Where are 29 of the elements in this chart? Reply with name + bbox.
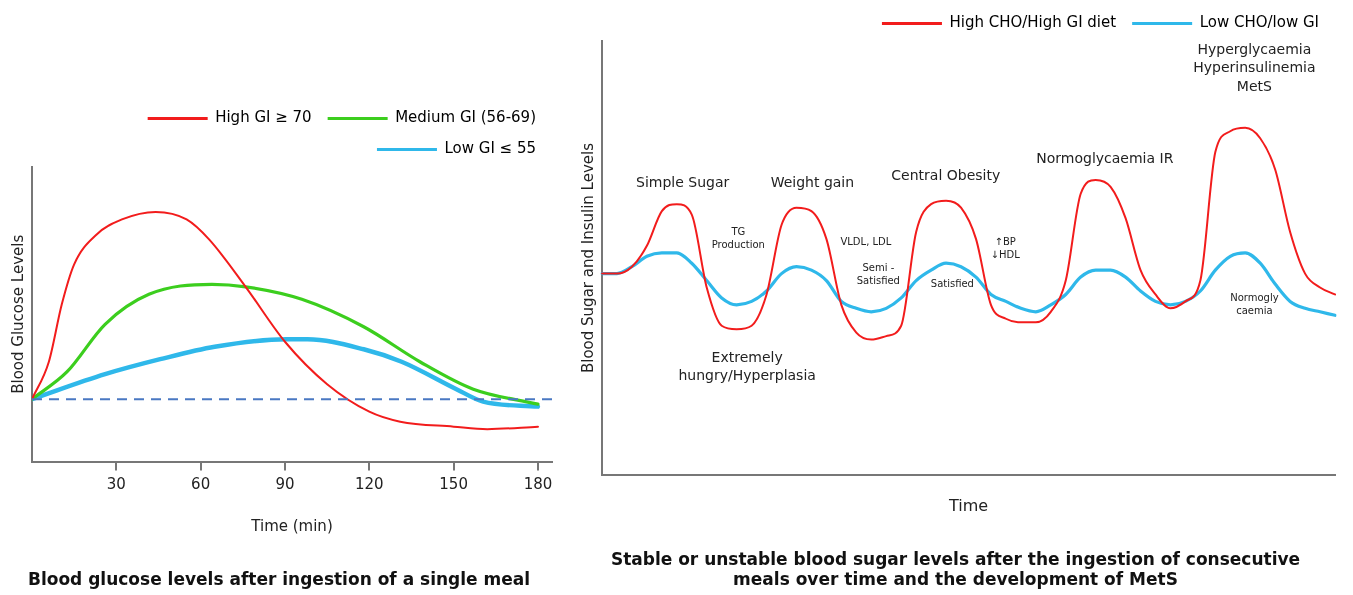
x-axis-title: Time bbox=[947, 495, 989, 515]
x-axis-title: Time (min) bbox=[250, 517, 333, 536]
x-tick-label: 120 bbox=[354, 475, 384, 494]
text: Stable or unstable blood sugar levels after the ingestion of consecutive meals over time and the development of MetS bbox=[610, 548, 1301, 590]
legend-label: High CHO/High GI diet bbox=[949, 13, 1117, 32]
annotation: TG Production bbox=[711, 226, 765, 250]
legend-label: Low GI ≤ 55 bbox=[444, 139, 536, 158]
annotation: Central Obesity bbox=[891, 167, 1001, 184]
y-axis-title: Blood Sugar and Insulin Levels bbox=[578, 142, 597, 374]
legend-label: Medium GI (56-69) bbox=[395, 108, 537, 127]
x-tick-label: 30 bbox=[106, 475, 126, 494]
x-tick-label: 60 bbox=[191, 475, 211, 494]
legend-label: Low CHO/low GI bbox=[1199, 13, 1320, 32]
legend-label: High GI ≥ 70 bbox=[215, 108, 312, 127]
x-tick-label: 90 bbox=[275, 475, 295, 494]
annotation: ↑BP ↓HDL bbox=[990, 236, 1021, 261]
annotation: VLDL, LDL bbox=[840, 235, 892, 247]
annotation: Satisfied bbox=[930, 277, 974, 289]
x-tick-label: 150 bbox=[439, 475, 468, 494]
annotation: Normogly caemia bbox=[1230, 291, 1279, 316]
annotation: Simple Sugar bbox=[636, 173, 730, 190]
text: Blood glucose levels after ingestion of a single meal bbox=[27, 569, 531, 590]
y-axis-title: Blood Glucose Levels bbox=[8, 234, 27, 394]
x-tick-label: 180 bbox=[523, 475, 553, 494]
text: Hyperglycaemia Hyperinsulinemia MetS bbox=[1193, 41, 1316, 94]
annotation: Weight gain bbox=[770, 173, 855, 190]
annotation: Semi - Satisfied bbox=[856, 262, 900, 287]
annotation: Normoglycaemia IR bbox=[1036, 149, 1174, 166]
annotation: Extremely hungry/Hyperplasia bbox=[678, 348, 816, 384]
